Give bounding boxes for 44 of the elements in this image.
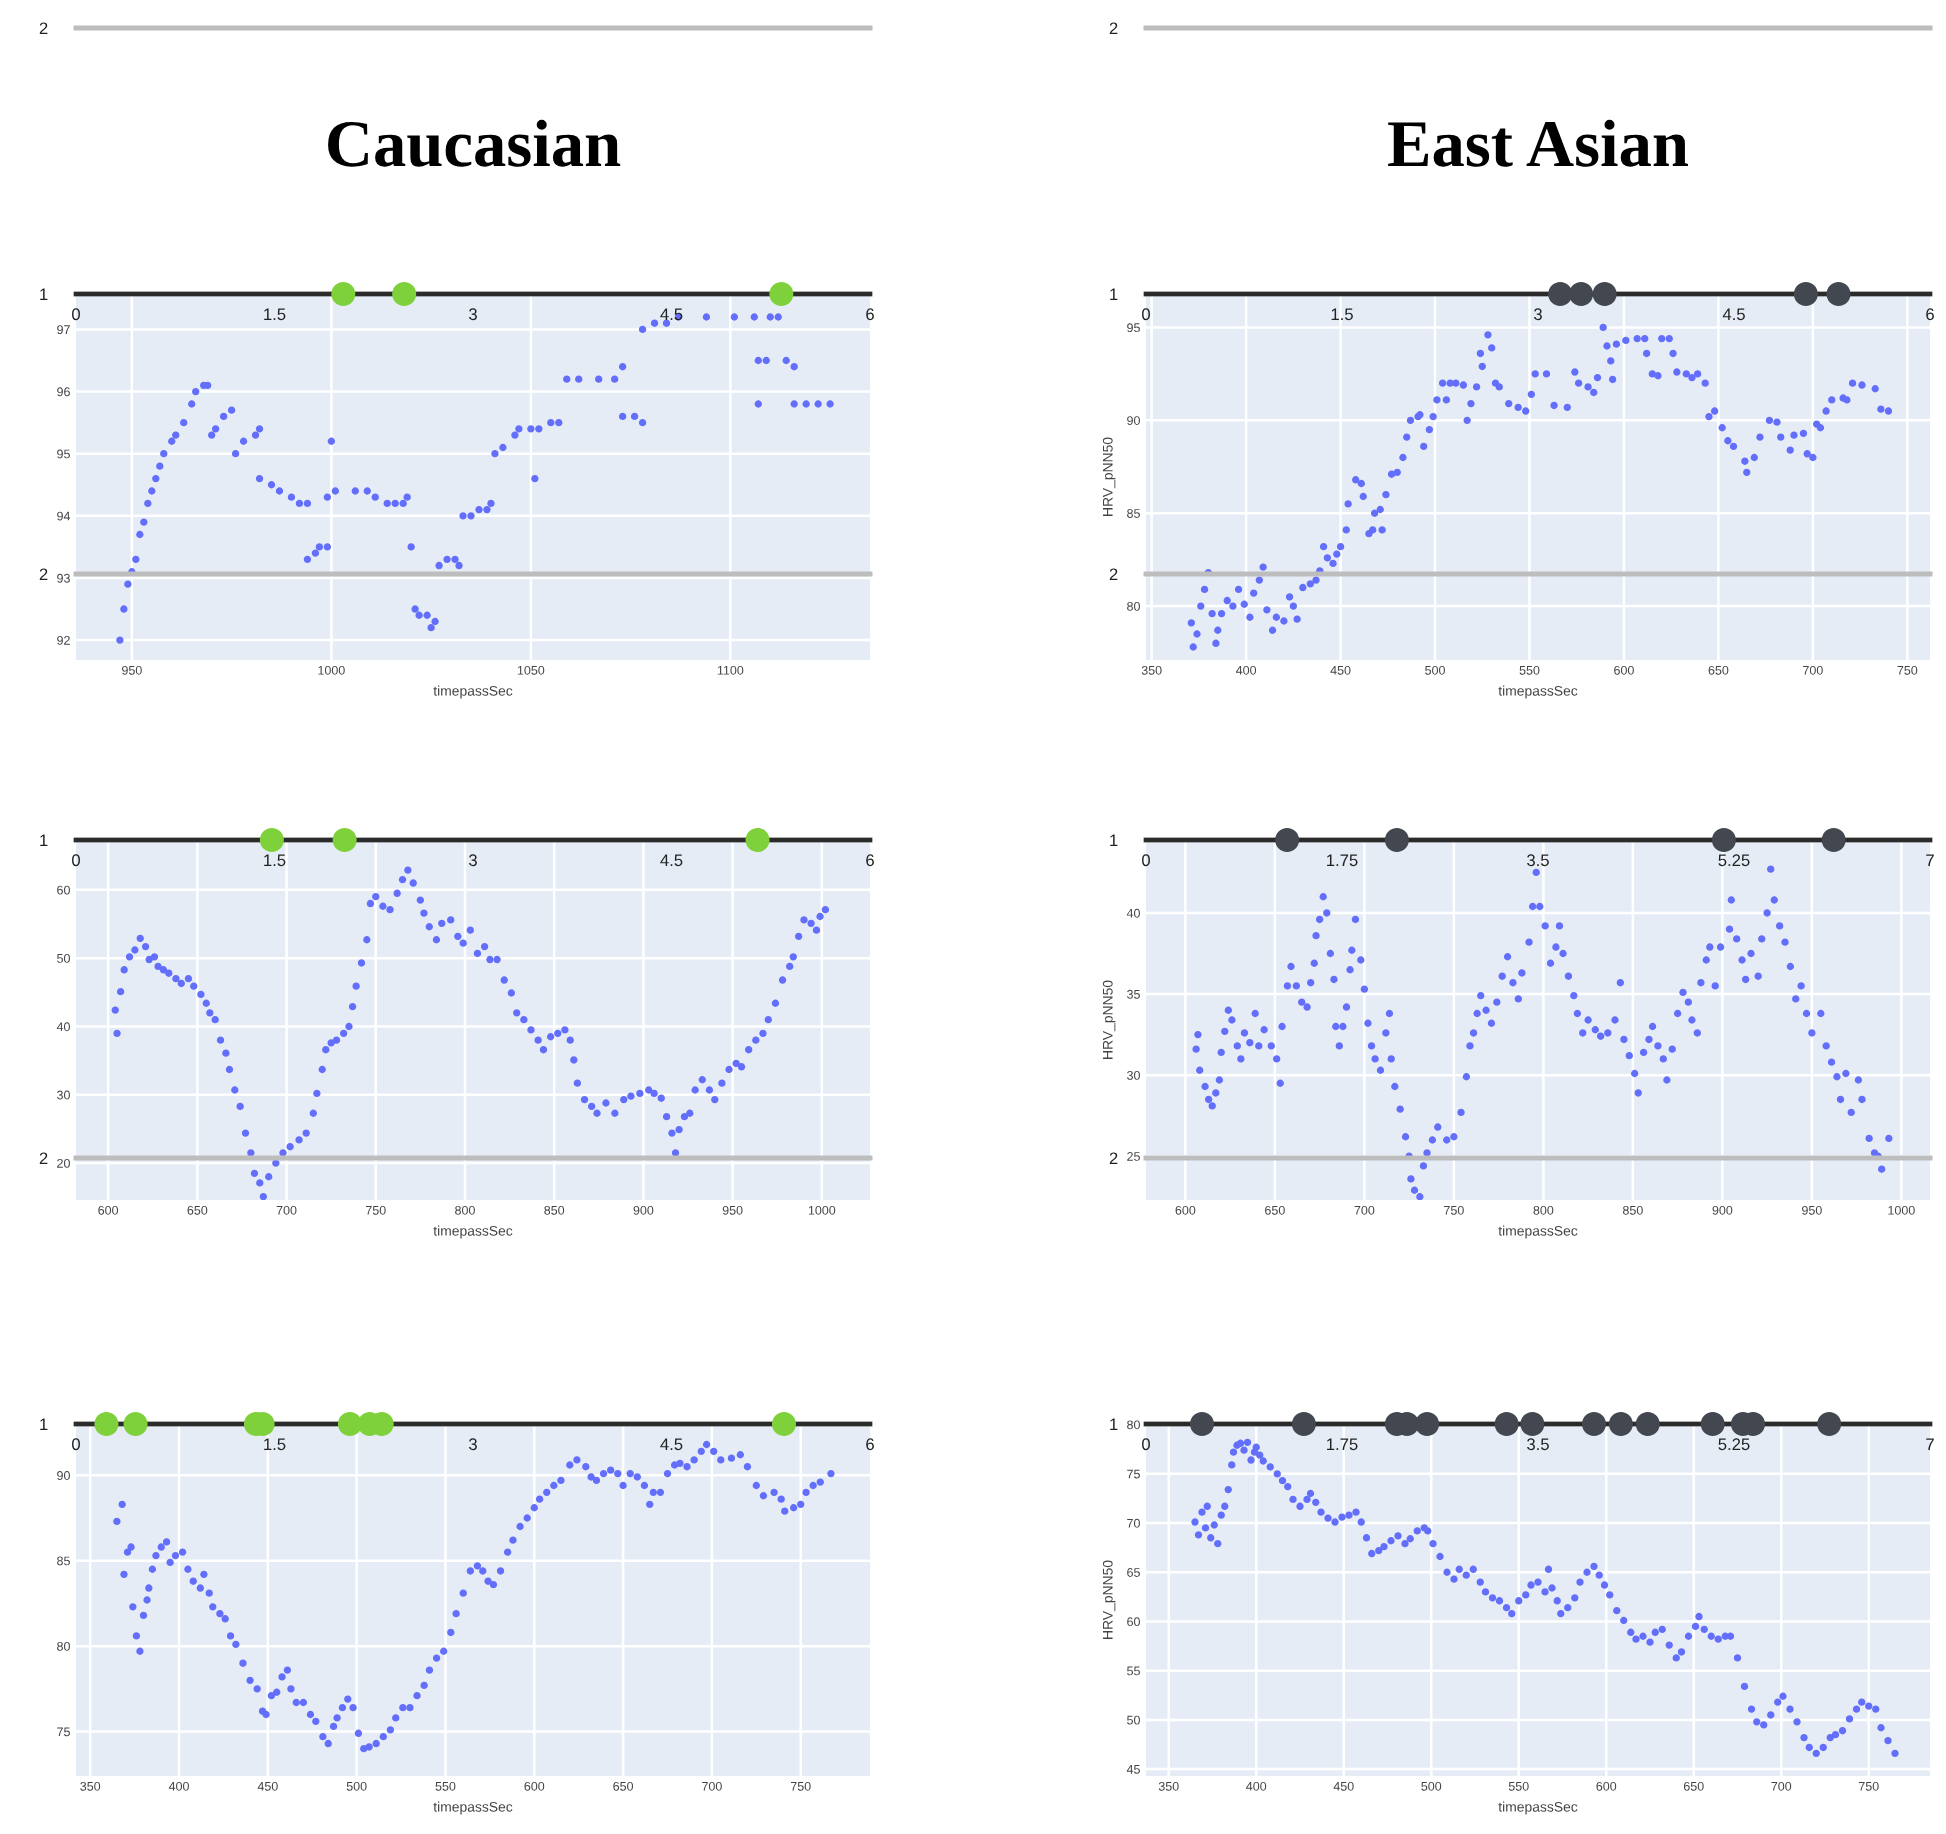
x-tick-label: 5.25: [1718, 1438, 1750, 1451]
x-tick-label: 0: [72, 1438, 80, 1451]
x-tick-label: 4.5: [660, 308, 683, 321]
x-tick-label: 6: [866, 308, 874, 321]
x-tick-label: 3: [469, 854, 477, 867]
x-tick-label: 6: [1926, 308, 1934, 321]
y-tick-label: 2: [39, 22, 48, 35]
x-tick-label: 1.75: [1327, 854, 1358, 867]
x-tick-label: 3: [469, 308, 477, 321]
text: Caucasian: [328, 119, 621, 167]
x-tick-label: 1.5: [264, 1438, 286, 1451]
x-tick-label: 1.5: [1331, 308, 1353, 321]
y-tick-label: 2: [39, 1152, 48, 1165]
y-tick-label: 1: [40, 288, 48, 301]
x-tick-label: 0: [1142, 854, 1150, 867]
x-tick-label: 5.25: [1718, 854, 1750, 867]
x-tick-label: 3: [469, 1438, 477, 1451]
x-tick-label: 0: [1142, 308, 1150, 321]
x-tick-label: 3.5: [1527, 854, 1549, 867]
x-tick-label: 1.5: [264, 854, 286, 867]
x-tick-label: 0: [72, 854, 80, 867]
y-tick-label: 2: [39, 568, 48, 581]
x-tick-label: 3: [1534, 308, 1542, 321]
y-tick-label: 1: [1110, 288, 1118, 301]
y-tick-label: 1: [1110, 834, 1118, 847]
y-tick-label: 2: [1109, 1152, 1118, 1165]
y-tick-label: 2: [1109, 568, 1118, 581]
x-tick-label: 1.75: [1327, 1438, 1358, 1451]
x-tick-label: 4.5: [1722, 308, 1745, 321]
x-tick-label: 6: [866, 854, 874, 867]
x-tick-label: 0: [72, 308, 80, 321]
x-tick-label: 6: [866, 1438, 874, 1451]
x-tick-label: 7: [1926, 854, 1934, 866]
text: East Asian: [1388, 119, 1688, 167]
y-tick-label: 1: [40, 1418, 48, 1431]
x-tick-label: 1.5: [264, 308, 286, 321]
x-tick-label: 7: [1926, 1438, 1934, 1450]
x-tick-label: 3.5: [1527, 1438, 1549, 1451]
x-tick-label: 0: [1142, 1438, 1150, 1451]
y-tick-label: 1: [1110, 1418, 1118, 1431]
x-tick-label: 4.5: [660, 1438, 683, 1451]
y-tick-label: 2: [1109, 22, 1118, 35]
y-tick-label: 1: [40, 834, 48, 847]
x-tick-label: 4.5: [660, 854, 683, 867]
